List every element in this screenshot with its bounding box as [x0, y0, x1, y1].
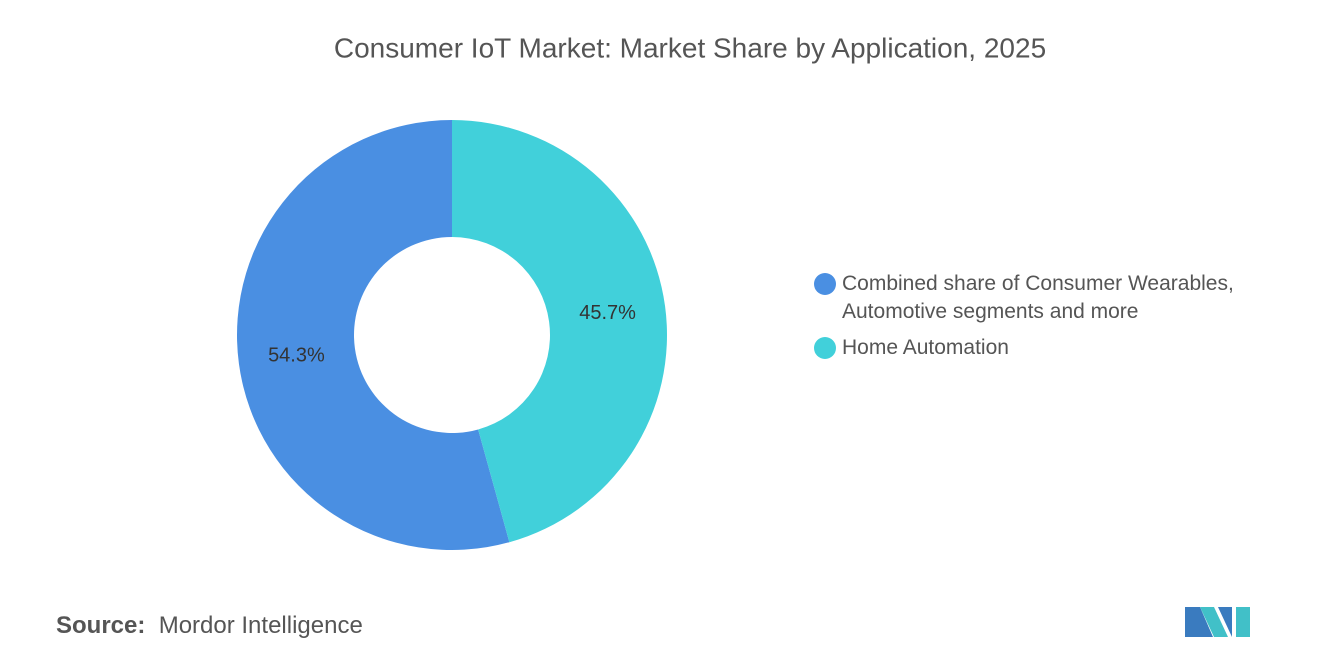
chart-title: Consumer IoT Market: Market Share by App… [334, 32, 1046, 63]
slice [452, 120, 667, 543]
source-text: Mordor Intelligence [158, 612, 363, 639]
legend: Combined share of Consumer Wearables, Au… [814, 270, 1284, 370]
legend-swatch [814, 337, 836, 359]
legend-swatch [814, 273, 836, 295]
slice [236, 120, 510, 551]
legend-label: Combined share of Consumer Wearables, Au… [842, 272, 1234, 323]
value-label: 54.3% [268, 344, 325, 366]
source-label: Source: [56, 612, 146, 639]
logo [1185, 607, 1250, 637]
source: Source: Mordor Intelligence [56, 612, 363, 640]
legend-item: Home Automation [814, 334, 1284, 362]
legend-item: Combined share of Consumer Wearables, Au… [814, 270, 1284, 326]
legend-label: Home Automation [842, 336, 1009, 359]
value-label: 45.7% [579, 302, 636, 324]
